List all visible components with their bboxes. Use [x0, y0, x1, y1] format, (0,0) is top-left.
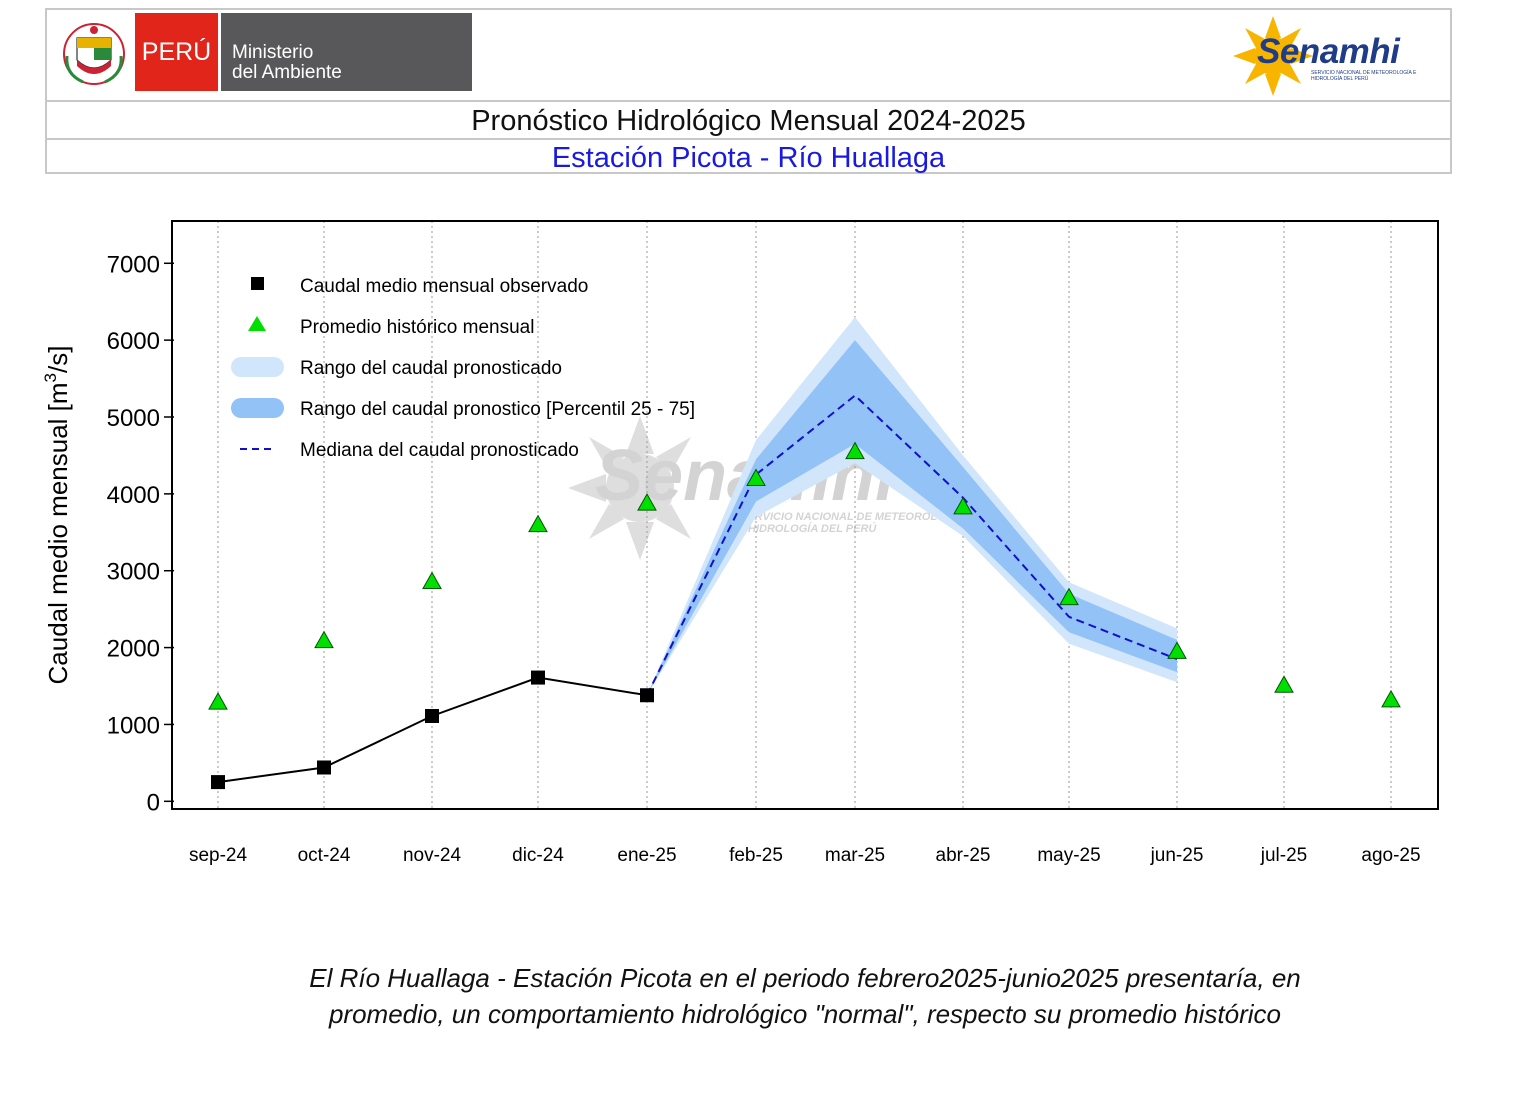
hydrograph-chart: Senamhi SERVICIO NACIONAL DE METEOROLOGÍ… [41, 220, 1439, 866]
historical-point [528, 514, 548, 533]
legend-label-range: Rango del caudal pronosticado [300, 358, 562, 379]
observed-point [531, 670, 545, 685]
caption-line2: promedio, un comportamiento hidrológico … [328, 999, 1282, 1029]
watermark-line2: HIDROLOGÍA DEL PERÚ [748, 522, 877, 535]
plot-frame [171, 220, 1439, 810]
page-title: Pronóstico Hidrológico Mensual 2024-2025 [47, 100, 1450, 140]
historical-point [314, 630, 334, 649]
observed-point [317, 760, 331, 775]
legend-symbol-range [231, 357, 284, 377]
caption-line1: El Río Huallaga - Estación Picota en el … [309, 963, 1301, 993]
station-subtitle: Estación Picota - Río Huallaga [47, 138, 1450, 176]
historical-point [1274, 675, 1294, 693]
historical-point [845, 441, 865, 460]
ministry-line2: del Ambiente [232, 62, 342, 83]
x-tick-label: feb-25 [729, 845, 783, 866]
legend-symbol-observed [251, 277, 264, 290]
header-box: PERÚ Ministerio del Ambiente Senamh [45, 8, 1452, 174]
y-axis-label-end: /s] [43, 346, 73, 373]
y-tick-label: 6000 [107, 328, 160, 355]
peru-brand-block: PERÚ [135, 13, 218, 91]
national-crest-icon [63, 23, 125, 85]
x-tick-label: mar-25 [825, 845, 885, 866]
ministry-line1: Ministerio [232, 42, 314, 63]
historical-point [953, 496, 973, 515]
y-tick-label: 1000 [107, 712, 160, 739]
observed-point [640, 688, 654, 703]
y-tick-label: 3000 [107, 559, 160, 586]
legend-label-percentile: Rango del caudal pronostico [Percentil 2… [300, 399, 695, 420]
x-tick-label: dic-24 [512, 845, 564, 866]
y-tick-label: 0 [147, 789, 160, 816]
historical-point [637, 493, 657, 511]
senamhi-sun-icon [1233, 16, 1313, 96]
logo-row: PERÚ Ministerio del Ambiente Senamh [47, 10, 1450, 100]
observed-point [425, 708, 439, 723]
historical-point [422, 571, 442, 589]
x-tick-label: oct-24 [298, 845, 351, 866]
x-tick-label: abr-25 [936, 845, 991, 866]
x-tick-label: ene-25 [617, 845, 676, 866]
caption: El Río Huallaga - Estación Picota en el … [200, 960, 1410, 1032]
x-tick-label: jul-25 [1260, 845, 1307, 866]
x-tick-label: jun-25 [1150, 845, 1204, 866]
legend-label-observed: Caudal medio mensual observado [300, 276, 588, 297]
senamhi-logo-subtitle: SERVICIO NACIONAL DE METEOROLOGÍA E HIDR… [1311, 70, 1417, 82]
x-tick-label: nov-24 [403, 845, 462, 866]
legend-symbol-historical [248, 316, 266, 331]
legend-label-median: Mediana del caudal pronosticado [300, 440, 579, 461]
historical-point [746, 468, 766, 486]
y-axis-label-main: Caudal medio mensual [m [43, 382, 73, 684]
historical-point [1059, 587, 1079, 606]
legend-symbol-percentile [231, 398, 284, 418]
senamhi-logo-text: Senamhi [1257, 32, 1400, 71]
legend-label-historical: Promedio histórico mensual [300, 317, 534, 338]
x-tick-label: sep-24 [189, 845, 248, 866]
y-tick-label: 2000 [107, 636, 160, 663]
historical-point [208, 692, 228, 710]
legend: Caudal medio mensual observado Promedio … [231, 276, 695, 461]
historical-point [1167, 641, 1187, 659]
observed-point [211, 775, 225, 790]
y-tick-label: 7000 [107, 251, 160, 278]
median-line [646, 394, 1178, 696]
y-axis-label: Caudal medio mensual [m3/s] [41, 346, 73, 685]
historical-point [1381, 689, 1401, 708]
y-tick-label: 4000 [107, 482, 160, 509]
y-axis-label-sup: 3 [41, 373, 60, 382]
x-tick-label: ago-25 [1361, 845, 1420, 866]
forecast-band [647, 340, 1177, 696]
x-tick-label: may-25 [1037, 845, 1100, 866]
y-tick-label: 5000 [107, 405, 160, 432]
plot-layer: 0 1000 2000 3000 4000 5000 6000 7000 sep-24 oct-2… [107, 221, 1421, 866]
ministry-brand-block: Ministerio del Ambiente [221, 13, 472, 91]
watermark-line1: SERVICIO NACIONAL DE METEOROLOGÍA E [740, 510, 976, 523]
